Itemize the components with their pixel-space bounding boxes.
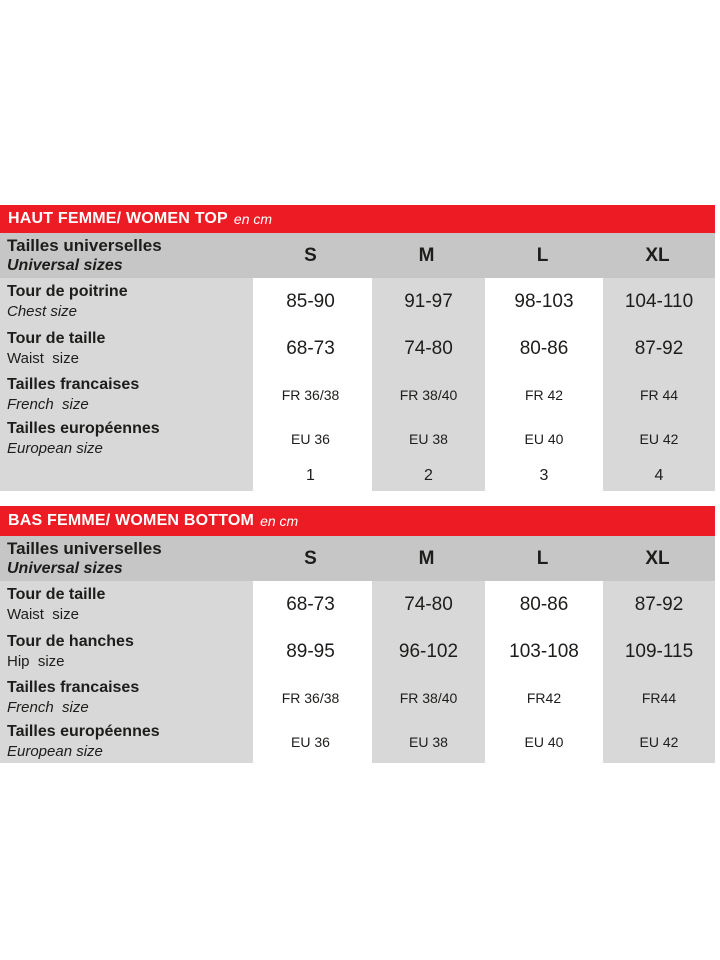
size-value-cell: 80-86 [485, 581, 600, 628]
row-label-cell: Tour de taille Waist size [0, 325, 253, 372]
size-value-cell: FR 38/40 [368, 372, 485, 417]
size-header-row: Tailles universelles Universal sizes S M… [0, 233, 715, 278]
table-row-chest: Tour de poitrine Chest size 85-90 91-97 … [0, 278, 715, 325]
size-value-cell: FR 42 [485, 372, 600, 417]
row-label-cell: Tailles européennes European size [0, 720, 253, 763]
size-value-cell: 68-73 [253, 325, 368, 372]
row-label-cell: Tour de hanches Hip size [0, 628, 253, 675]
table-row-french-size: Tailles francaises French size FR 36/38 … [0, 675, 715, 720]
column-header-l: L [485, 536, 600, 581]
size-value-cell: 96-102 [368, 628, 485, 675]
row-label-fr: Tailles francaises [7, 679, 140, 697]
table-row-waist: Tour de taille Waist size 68-73 74-80 80… [0, 325, 715, 372]
size-value-cell: EU 36 [253, 720, 368, 763]
size-value-cell: 85-90 [253, 278, 368, 325]
row-label-cell-empty [0, 460, 253, 491]
size-value-cell: 1 [253, 460, 368, 491]
row-label-fr: Tailles francaises [7, 376, 140, 394]
column-header-m: M [368, 233, 485, 278]
size-value-cell: EU 42 [600, 417, 715, 460]
women-top-size-table: HAUT FEMME/ WOMEN TOP en cm Tailles univ… [0, 205, 715, 491]
size-value-cell: 104-110 [600, 278, 715, 325]
size-value-cell: 91-97 [368, 278, 485, 325]
women-bottom-size-table: BAS FEMME/ WOMEN BOTTOM en cm Tailles un… [0, 506, 715, 763]
size-value-cell: EU 42 [600, 720, 715, 763]
column-header-s: S [253, 536, 368, 581]
size-value-cell: 98-103 [485, 278, 600, 325]
column-header-xl: XL [600, 233, 715, 278]
table-title-bar: BAS FEMME/ WOMEN BOTTOM en cm [0, 506, 715, 536]
row-label-en: Hip size [7, 652, 65, 670]
size-value-cell: 80-86 [485, 325, 600, 372]
row-label-fr: Tailles européennes [7, 420, 160, 438]
row-label-fr: Tour de taille [7, 330, 106, 348]
table-title: BAS FEMME/ WOMEN BOTTOM [8, 512, 255, 529]
row-label-en: Waist size [7, 349, 79, 367]
row-label-cell: Tailles francaises French size [0, 372, 253, 417]
row-label-en: French size [7, 698, 89, 716]
size-value-cell: 89-95 [253, 628, 368, 675]
size-value-cell: 4 [600, 460, 715, 491]
table-row-european-size: Tailles européennes European size EU 36 … [0, 417, 715, 460]
table-title: HAUT FEMME/ WOMEN TOP [8, 210, 228, 227]
header-label-cell: Tailles universelles Universal sizes [0, 536, 253, 581]
size-value-cell: FR 36/38 [253, 675, 368, 720]
column-header-xl: XL [600, 536, 715, 581]
table-row-waist: Tour de taille Waist size 68-73 74-80 80… [0, 581, 715, 628]
table-row-european-size: Tailles européennes European size EU 36 … [0, 720, 715, 763]
row-label-cell: Tailles francaises French size [0, 675, 253, 720]
row-label-fr: Tour de hanches [7, 633, 134, 651]
row-label-fr: Tailles européennes [7, 723, 160, 741]
row-label-cell: Tour de poitrine Chest size [0, 278, 253, 325]
table-row-size-index: 1 2 3 4 [0, 460, 715, 491]
size-value-cell: 103-108 [485, 628, 600, 675]
size-value-cell: 109-115 [600, 628, 715, 675]
header-label-fr: Tailles universelles [7, 236, 162, 256]
size-value-cell: EU 36 [253, 417, 368, 460]
size-value-cell: EU 40 [485, 417, 600, 460]
header-label-fr: Tailles universelles [7, 539, 162, 559]
column-header-m: M [368, 536, 485, 581]
size-value-cell: FR 44 [600, 372, 715, 417]
row-label-en: French size [7, 395, 89, 413]
column-header-s: S [253, 233, 368, 278]
row-label-fr: Tour de taille [7, 586, 106, 604]
size-value-cell: EU 38 [368, 417, 485, 460]
row-label-fr: Tour de poitrine [7, 283, 128, 301]
row-label-cell: Tailles européennes European size [0, 417, 253, 460]
row-label-cell: Tour de taille Waist size [0, 581, 253, 628]
size-value-cell: 68-73 [253, 581, 368, 628]
table-row-french-size: Tailles francaises French size FR 36/38 … [0, 372, 715, 417]
column-header-l: L [485, 233, 600, 278]
size-value-cell: 74-80 [368, 581, 485, 628]
table-row-hip: Tour de hanches Hip size 89-95 96-102 10… [0, 628, 715, 675]
size-value-cell: 87-92 [600, 325, 715, 372]
header-label-cell: Tailles universelles Universal sizes [0, 233, 253, 278]
size-value-cell: 74-80 [368, 325, 485, 372]
size-header-row: Tailles universelles Universal sizes S M… [0, 536, 715, 581]
table-unit-label: en cm [260, 513, 299, 529]
size-value-cell: FR42 [485, 675, 600, 720]
size-value-cell: FR 36/38 [253, 372, 368, 417]
table-title-bar: HAUT FEMME/ WOMEN TOP en cm [0, 205, 715, 233]
size-value-cell: 3 [485, 460, 600, 491]
header-label-en: Universal sizes [7, 559, 123, 577]
table-unit-label: en cm [233, 211, 273, 227]
size-value-cell: FR 38/40 [368, 675, 485, 720]
size-value-cell: 87-92 [600, 581, 715, 628]
row-label-en: European size [7, 742, 103, 760]
size-value-cell: EU 38 [368, 720, 485, 763]
size-value-cell: FR44 [600, 675, 715, 720]
size-value-cell: EU 40 [485, 720, 600, 763]
row-label-en: Waist size [7, 605, 79, 623]
size-value-cell: 2 [368, 460, 485, 491]
header-label-en: Universal sizes [7, 256, 123, 274]
row-label-en: Chest size [7, 302, 78, 320]
row-label-en: European size [7, 439, 103, 457]
